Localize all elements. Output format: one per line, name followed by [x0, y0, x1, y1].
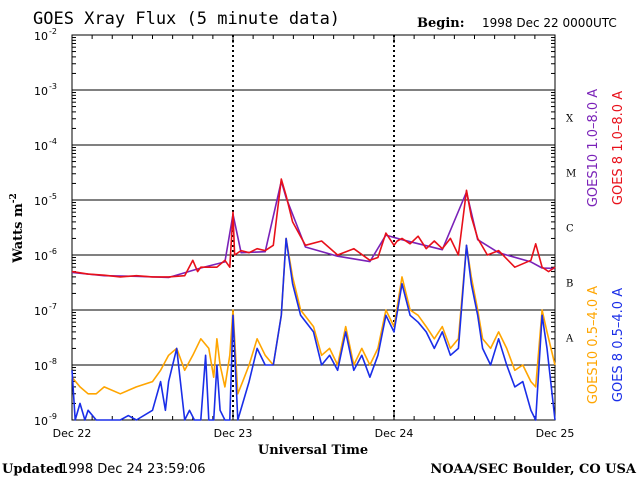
x-tick-label: Dec 22 — [53, 427, 92, 440]
y-axis-ticks: 10-910-810-710-610-510-410-310-2 — [34, 27, 57, 428]
y-tick-exponent: -5 — [49, 192, 57, 201]
legend-entry: GOES 8 0.5–4.0 A — [611, 288, 626, 402]
legend-entry: GOES 8 1.0–8.0 A — [611, 91, 626, 205]
y-tick-exponent: -3 — [49, 82, 57, 91]
plot-area — [71, 34, 556, 421]
series-line — [71, 178, 556, 278]
y-axis-label-group: Watts m-2 — [9, 193, 26, 264]
begin-value: 1998 Dec 22 0000UTC — [482, 16, 617, 30]
footer-updated-value: 1998 Dec 24 23:59:06 — [60, 462, 206, 477]
legend-label: GOES 8 1.0–8.0 A — [611, 91, 626, 205]
y-tick-label: 10 — [34, 140, 48, 153]
x-axis-label: Universal Time — [258, 443, 368, 458]
series-line — [71, 180, 556, 279]
flare-class-A: A — [565, 334, 574, 345]
y-tick-label: 10 — [34, 360, 48, 373]
y-tick-exponent: -9 — [49, 412, 57, 421]
y-tick-label: 10 — [34, 195, 48, 208]
y-tick-exponent: -2 — [49, 27, 57, 36]
flare-class-labels: A B C M X — [565, 114, 576, 345]
flare-class-X: X — [566, 114, 574, 125]
y-tick-exponent: -4 — [49, 137, 57, 146]
x-tick-label: Dec 25 — [536, 427, 575, 440]
series-line — [71, 237, 556, 421]
flare-class-B: B — [566, 279, 573, 290]
y-tick-label: 10 — [34, 250, 48, 263]
legend-entry: GOES10 1.0–8.0 A — [586, 89, 601, 207]
y-tick-label: 10 — [34, 415, 48, 428]
grid-lines — [71, 34, 556, 421]
series-line — [71, 237, 556, 395]
x-axis-ticks: Dec 22 Dec 23 Dec 24 Dec 25 — [53, 427, 575, 440]
y-axis-label: Watts m-2 — [9, 193, 26, 264]
chart-title: GOES Xray Flux (5 minute data) — [33, 9, 340, 29]
begin-label: Begin: — [417, 16, 465, 31]
x-tick-label: Dec 23 — [214, 427, 253, 440]
y-tick-exponent: -8 — [49, 357, 57, 366]
flare-class-M: M — [566, 169, 576, 180]
legend-entry: GOES10 0.5–4.0 A — [586, 286, 601, 404]
y-tick-label: 10 — [34, 85, 48, 98]
y-tick-label: 10 — [34, 30, 48, 43]
y-tick-label: 10 — [34, 305, 48, 318]
legend-label: GOES 8 0.5–4.0 A — [611, 288, 626, 402]
y-tick-exponent: -6 — [49, 247, 57, 256]
legend-label: GOES10 0.5–4.0 A — [586, 286, 601, 404]
footer-updated-label: Updated — [2, 462, 63, 477]
series-layer — [71, 178, 556, 421]
plot-frame — [71, 34, 556, 421]
y-tick-exponent: -7 — [49, 302, 57, 311]
footer-credit: NOAA/SEC Boulder, CO USA — [430, 462, 637, 477]
legend: GOES10 1.0–8.0 A GOES 8 1.0–8.0 A GOES10 0… — [586, 89, 626, 404]
legend-label: GOES10 1.0–8.0 A — [586, 89, 601, 207]
x-tick-label: Dec 24 — [375, 427, 414, 440]
flare-class-C: C — [566, 224, 574, 235]
